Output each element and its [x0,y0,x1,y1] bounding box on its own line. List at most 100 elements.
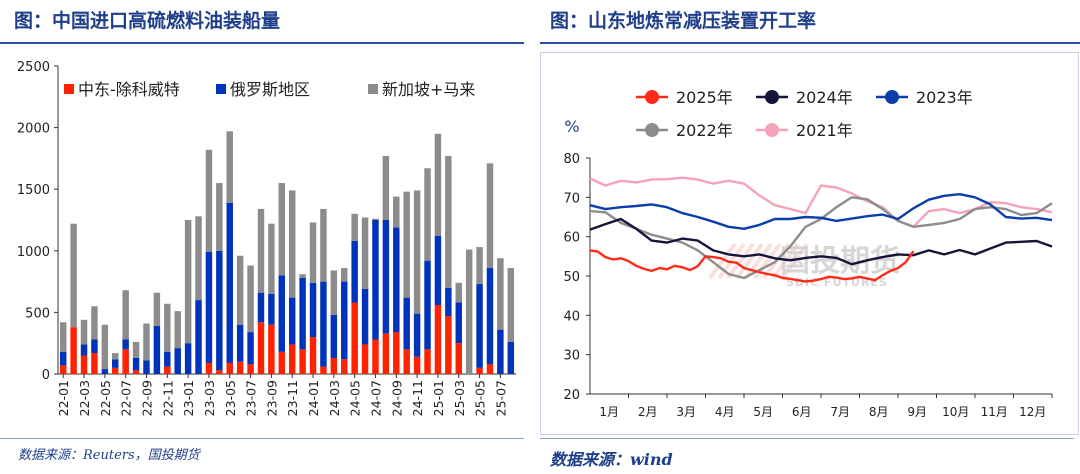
series-line-1 [589,217,1053,266]
bar-chart: 0 500 1000 1500 2000 2500 22-01 22-03 22-05 22-07… [17,60,516,416]
bar-segment-s0 [434,305,442,374]
bar-segment-s1 [91,339,98,354]
bar-x-tick-label: 22-05 [98,380,113,416]
bar-segment-s2 [70,223,77,328]
bar-segment-s1 [59,351,67,366]
line-x-tick-label: 8月 [869,405,889,419]
right-title-rule [540,42,1080,44]
bar-x-tick-label: 23-05 [223,380,238,416]
bar-segment-s1 [497,329,504,374]
right-source: 数据来源：wind [550,450,673,469]
line-legend-item-4: 2021年 [756,121,853,140]
bar-segment-s1 [247,332,254,365]
bar-y-tick-label: 2500 [17,60,50,75]
line-x-tick-label: 4月 [715,405,735,419]
bar-x-tick-label: 25-05 [473,380,488,416]
watermark-stripe [708,242,737,280]
line-y-axis-label: % [564,117,579,136]
line-y-tick-label: 30 [563,349,580,364]
bar-segment-s0 [122,349,129,374]
bar-segment-s0 [132,370,140,374]
line-legend-marker-2 [885,90,899,104]
watermark-stripe [780,242,809,280]
line-x-tick-label: 3月 [676,405,696,419]
bar-segment-s2 [268,223,275,294]
right-panel: 图：山东地炼常减压装置开工率 国投期货 SDIC FUTURES 20 30 40 50 6… [540,0,1080,470]
bar-segment-s1 [330,314,338,358]
line-legend-item-0: 2025年 [636,88,733,107]
bar-legend-swatch-1 [216,84,226,94]
bar-segment-s2 [59,322,67,352]
bar-x-tick-label: 24-05 [348,380,363,416]
bar-segment-s2 [424,168,431,261]
bar-segment-s0 [393,332,400,374]
bar-segment-s1 [341,281,348,360]
bar-y-tick-label: 0 [42,368,50,383]
bar-segment-s2 [351,213,358,241]
bar-y-tick-label: 2000 [17,122,50,137]
bar-segment-s1 [299,277,306,350]
bar-segment-s2 [101,324,109,370]
bar-segment-s2 [299,274,306,278]
line-y-tick-label: 40 [563,309,580,324]
bar-segment-s2 [361,217,369,289]
bar-segment-s2 [80,319,88,345]
bar-segment-s0 [372,339,379,374]
line-y-tick-label: 20 [563,388,580,403]
bar-segment-s1 [361,288,369,345]
bar-x-tick-label: 22-07 [119,380,134,416]
line-x-tick-label: 7月 [830,405,850,419]
bar-x-tick-label: 23-01 [181,380,196,416]
line-legend-label-4: 2021年 [796,121,853,140]
line-x-tick-label: 12月 [1019,405,1046,419]
bar-segment-s0 [486,364,494,374]
bar-segment-s0 [278,351,286,374]
bar-segment-s0 [236,361,244,374]
bar-segment-s2 [257,208,265,293]
bar-x-tick-label: 24-11 [410,380,425,416]
bar-segment-s2 [413,190,421,314]
line-x-tick-label: 1月 [599,405,619,419]
bar-segment-s2 [278,183,286,276]
left-panel: 图：中国进口高硫燃料油装船量 0 500 1000 1500 2000 2500 22-01… [0,0,530,470]
line-x-tick-label: 9月 [907,405,927,419]
bar-segment-s1 [372,220,379,340]
bar-segment-s2 [226,131,233,203]
bar-segment-s0 [403,349,410,374]
bar-segment-s1 [278,275,286,352]
bar-segment-s0 [382,333,390,374]
line-legend-label-3: 2022年 [676,121,733,140]
line-x-tick-label: 5月 [753,405,773,419]
bar-legend-swatch-0 [64,84,74,94]
bar-segment-s1 [486,268,494,365]
bar-x-tick-label: 25-03 [452,380,467,416]
bar-segment-s0 [309,337,317,374]
bar-segment-s1 [268,293,275,325]
bar-segment-s2 [91,306,98,340]
bar-segment-s0 [226,362,233,374]
bar-segment-s1 [434,236,442,306]
bar-segment-s2 [309,222,317,283]
left-title-rule [0,42,524,44]
watermark-stripe [744,242,773,280]
bar-segment-s1 [184,343,192,374]
line-y-tick-label: 60 [563,231,580,246]
bar-segment-s1 [216,250,223,371]
line-chart-frame [540,52,1079,435]
bar-segment-s0 [205,362,213,374]
bar-segment-s2 [320,208,327,282]
watermark-stripe [771,242,800,280]
bar-segment-s0 [330,357,338,374]
bar-x-tick-label: 24-01 [306,380,321,416]
bar-segment-s1 [132,357,140,371]
line-y-tick-label: 70 [563,191,580,206]
series-line-0 [589,249,915,283]
bar-segment-s1 [143,360,150,374]
bar-segment-s0 [59,365,67,374]
bar-x-tick-label: 22-01 [56,380,71,416]
bar-x-tick-label: 25-07 [493,380,508,416]
bar-segment-s2 [288,190,296,298]
bar-segment-s0 [164,366,171,374]
bar-segment-s0 [247,364,254,374]
